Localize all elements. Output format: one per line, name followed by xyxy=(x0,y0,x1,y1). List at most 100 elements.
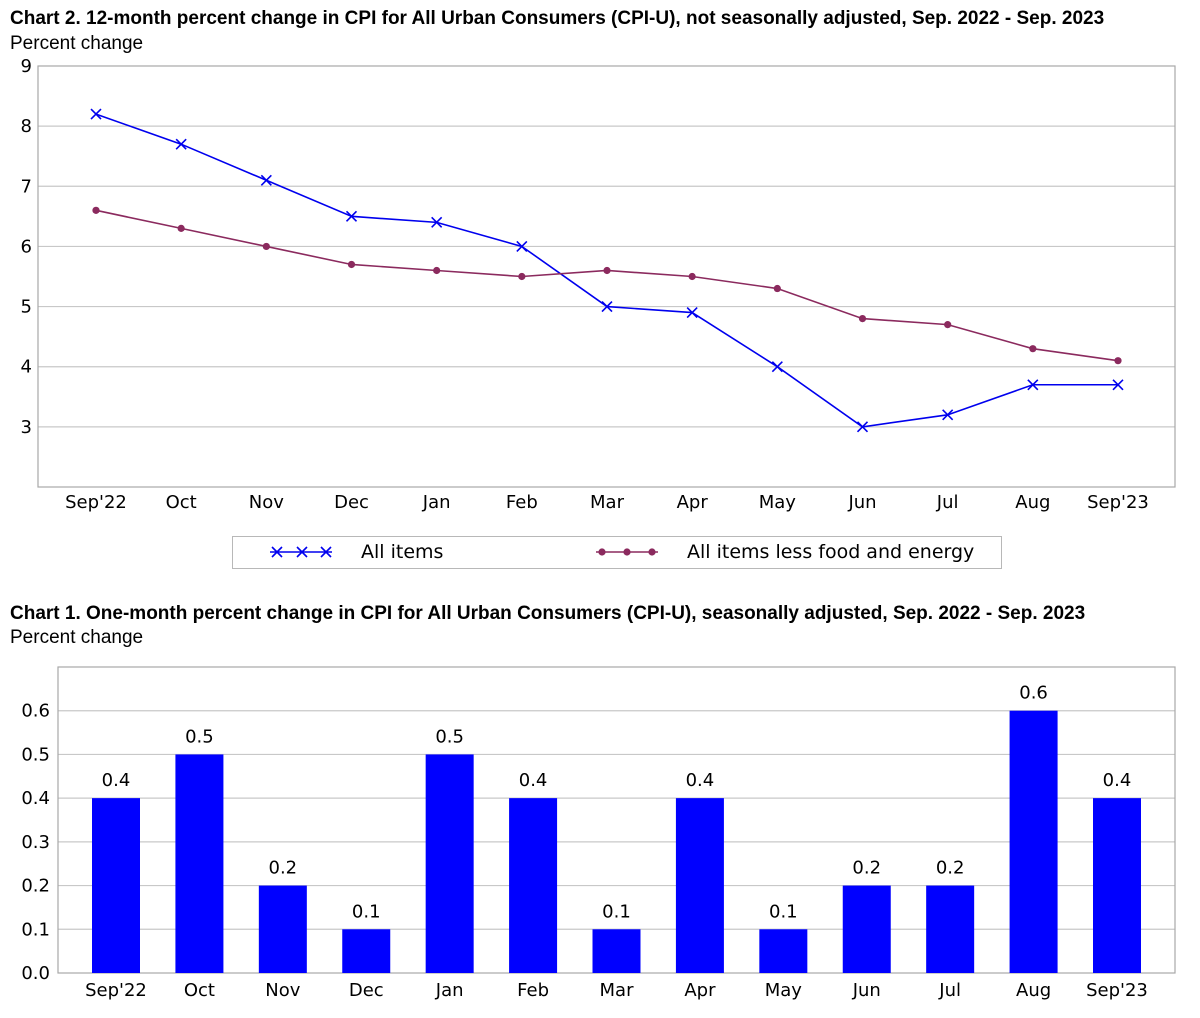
bar xyxy=(842,885,891,973)
plot-frame xyxy=(37,65,1176,488)
x-tick-label: Sep'23 xyxy=(1086,980,1148,1001)
bar xyxy=(92,798,140,973)
bar xyxy=(592,929,641,973)
point-all-items xyxy=(175,138,187,150)
legend-marker-all-items xyxy=(271,546,283,558)
x-tick-label: Sep'22 xyxy=(65,492,127,513)
x-tick-label: Oct xyxy=(184,980,215,1001)
bar xyxy=(759,929,808,973)
point-core xyxy=(518,272,526,281)
y-tick-label: 0.0 xyxy=(21,963,50,984)
bar xyxy=(926,885,975,973)
x-tick-label: Apr xyxy=(677,492,709,513)
legend-marker-all-items xyxy=(296,546,308,558)
point-all-items xyxy=(686,307,698,319)
x-tick-label: Jun xyxy=(847,492,876,513)
x-tick-label: Feb xyxy=(506,492,538,513)
point-core xyxy=(773,284,781,293)
point-core xyxy=(858,315,867,323)
bar xyxy=(258,885,307,973)
chart1-ylabel: Percent change xyxy=(10,627,144,648)
point-all-items xyxy=(1112,379,1124,391)
chart1-title: Chart 1. One-month percent change in CPI… xyxy=(10,603,1086,624)
point-all-items xyxy=(1027,379,1039,391)
bar-data-label: 0.2 xyxy=(852,858,881,879)
x-tick-label: Jan xyxy=(422,492,451,513)
point-core xyxy=(944,321,952,329)
y-tick-label: 7 xyxy=(21,176,32,197)
x-tick-label: Dec xyxy=(334,492,369,513)
point-all-items xyxy=(856,421,869,433)
point-core xyxy=(92,206,100,214)
point-core xyxy=(688,272,696,281)
point-core xyxy=(177,224,185,232)
x-tick-label: Feb xyxy=(517,980,549,1001)
bar xyxy=(509,798,558,973)
y-tick-label: 0.1 xyxy=(21,919,50,940)
x-tick-label: Nov xyxy=(265,980,300,1001)
x-tick-label: Jun xyxy=(852,980,881,1001)
x-tick-label: May xyxy=(765,980,803,1001)
y-tick-label: 0.5 xyxy=(21,744,50,765)
x-tick-label: Jan xyxy=(435,980,464,1001)
x-tick-label: Aug xyxy=(1015,492,1050,513)
x-tick-label: Mar xyxy=(600,980,635,1001)
bar-data-label: 0.6 xyxy=(1019,683,1048,704)
x-tick-label: May xyxy=(759,492,797,513)
bar-data-label: 0.1 xyxy=(769,901,798,922)
chart2-title: Chart 2. 12-month percent change in CPI … xyxy=(10,8,1105,29)
bar-data-label: 0.4 xyxy=(519,770,548,791)
point-core xyxy=(433,266,441,275)
legend-marker-all-items xyxy=(320,546,332,558)
x-tick-label: Jul xyxy=(938,980,961,1001)
y-tick-label: 5 xyxy=(21,297,32,318)
bar-data-label: 0.2 xyxy=(269,858,298,879)
point-all-items xyxy=(516,240,528,252)
y-tick-label: 9 xyxy=(21,56,32,77)
legend-label-all-items: All items xyxy=(361,541,444,563)
bar xyxy=(342,929,391,973)
y-tick-label: 4 xyxy=(21,357,32,378)
line-chart: 3 4 5 6 7 8 9 Sep'22 Oct Nov Dec Jan Feb Mar Apr May Jun… xyxy=(21,56,1176,513)
bar xyxy=(1093,798,1141,973)
bar-data-label: 0.4 xyxy=(1103,770,1132,791)
bar-data-label: 0.4 xyxy=(686,770,715,791)
legend-marker-core xyxy=(623,548,631,556)
point-core xyxy=(262,242,270,251)
y-tick-label: 0.2 xyxy=(21,876,50,897)
chart2-legend-markers xyxy=(270,546,658,558)
x-tick-label: Mar xyxy=(590,492,625,513)
y-tick-label: 6 xyxy=(21,236,32,257)
y-tick-label: 8 xyxy=(21,116,32,137)
x-tick-label: Dec xyxy=(349,980,384,1001)
x-tick-label: Oct xyxy=(166,492,197,513)
bar-data-label: 0.5 xyxy=(435,726,464,747)
bar xyxy=(425,754,474,973)
y-tick-label: 0.4 xyxy=(21,788,50,809)
point-core xyxy=(603,266,611,275)
point-all-items xyxy=(90,108,102,120)
bar-data-label: 0.5 xyxy=(185,726,214,747)
y-tick-label: 3 xyxy=(21,417,32,438)
bar-data-label: 0.2 xyxy=(936,858,965,879)
point-core xyxy=(1029,345,1037,353)
bar xyxy=(175,754,224,973)
bar xyxy=(1009,710,1058,973)
legend-marker-core xyxy=(648,548,656,556)
point-core xyxy=(1114,357,1122,365)
point-all-items xyxy=(345,210,358,222)
bar-data-label: 0.1 xyxy=(352,901,381,922)
y-tick-label: 0.6 xyxy=(21,701,50,722)
point-all-items xyxy=(260,174,272,186)
x-tick-label: Sep'23 xyxy=(1087,492,1149,513)
plot-frame xyxy=(57,666,1176,974)
point-all-items xyxy=(942,409,954,421)
x-tick-label: Jul xyxy=(936,492,959,513)
bar-data-label: 0.1 xyxy=(602,901,631,922)
legend-label-core: All items less food and energy xyxy=(687,541,975,563)
x-tick-label: Aug xyxy=(1016,980,1051,1001)
bar-data-label: 0.4 xyxy=(102,770,131,791)
point-all-items xyxy=(771,361,783,373)
chart2-legend xyxy=(232,536,1002,569)
x-tick-label: Apr xyxy=(684,980,716,1001)
